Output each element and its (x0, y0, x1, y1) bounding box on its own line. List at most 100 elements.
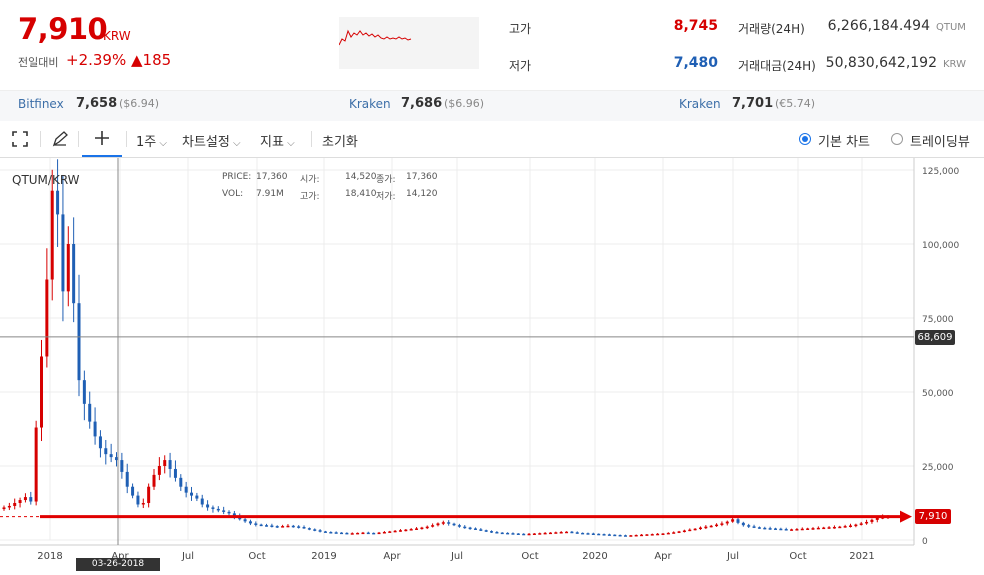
candle-body (602, 534, 606, 536)
chart-settings-label: 차트설정 (182, 135, 230, 150)
crosshair-button[interactable] (82, 121, 122, 157)
candle-body (361, 532, 365, 535)
exchange-name[interactable]: Kraken (679, 97, 721, 111)
candle-body (2, 507, 6, 510)
exchange-name[interactable]: Kraken (349, 97, 391, 111)
candle-body (297, 526, 301, 528)
candle-body (484, 530, 488, 532)
candle-body (656, 533, 660, 536)
candle-body (511, 533, 515, 535)
x-tick-label: Jul (726, 551, 739, 562)
candle-body (822, 527, 826, 530)
price-chart-svg: 125,000 100,000 75,000 50,000 25,000 0 2018 Apr… (0, 158, 959, 562)
candle-body (838, 526, 842, 529)
candle-body (827, 527, 831, 529)
candle-body (104, 448, 108, 455)
chart-grid: 125,000 100,000 75,000 50,000 25,000 0 2018 Apr… (0, 158, 959, 562)
amount-value: 50,830,642,192 (825, 55, 937, 71)
tradingview-radio[interactable] (891, 133, 903, 145)
candle-body (345, 532, 349, 535)
basic-chart-radio[interactable] (799, 133, 811, 145)
candle-body (216, 508, 220, 511)
candle-body (645, 534, 649, 536)
candle-body (875, 517, 879, 520)
candle-body (34, 427, 38, 502)
candle-body (495, 532, 499, 534)
candle-body (704, 526, 708, 529)
candle-body (125, 471, 129, 487)
ohlc-low-value: 14,120 (406, 189, 438, 199)
last-price-tag: 7,910 (915, 509, 951, 524)
pen-icon[interactable] (51, 130, 69, 148)
candle-body (200, 498, 204, 505)
candle-body (473, 528, 477, 530)
x-tick-label: Apr (111, 551, 129, 562)
low-value: 7,480 (673, 55, 718, 71)
toolbar-divider (311, 131, 312, 147)
ohlc-price-label: PRICE: (222, 172, 252, 182)
tradingview-label[interactable]: 트레이딩뷰 (910, 135, 970, 150)
candle-body (206, 504, 210, 508)
toolbar-divider (78, 131, 79, 147)
candle-body (195, 495, 199, 499)
candle-body (136, 495, 140, 505)
change-label: 전일대비 (18, 56, 59, 69)
current-price: 7,910 (18, 12, 108, 46)
candle-body (763, 527, 767, 530)
ohlc-high-label: 고가: (300, 192, 320, 202)
annotation-arrow-head (900, 510, 912, 523)
candle-body (302, 526, 306, 529)
x-tick-label: Jul (181, 551, 194, 562)
amount-unit: KRW (943, 59, 966, 70)
candle-body (313, 529, 317, 531)
candle-body (404, 529, 408, 532)
chevron-down-icon: ⌵ (156, 138, 167, 149)
ohlc-vol-value: 7.91M (256, 189, 284, 199)
volume-label: 거래량(24H) (738, 22, 805, 36)
candle-body (532, 533, 536, 535)
reset-button[interactable]: 초기화 (322, 135, 358, 150)
indicator-menu[interactable]: 지표 ⌵ (260, 131, 295, 150)
candle-body (66, 244, 70, 292)
chevron-down-icon: ⌵ (229, 138, 241, 149)
candle-body (865, 521, 869, 524)
x-tick-label: Oct (521, 551, 538, 562)
candle-body (179, 477, 183, 487)
chevron-down-icon: ⌵ (283, 138, 295, 149)
candle-body (441, 522, 445, 524)
high-label: 고가 (509, 22, 532, 36)
candle-body (40, 356, 44, 428)
ohlc-close-value: 17,360 (406, 172, 438, 182)
amount-label: 거래대금(24H) (738, 59, 816, 73)
candle-body (741, 522, 745, 526)
candle-body (275, 526, 279, 528)
candle-body (98, 436, 102, 449)
fullscreen-icon[interactable] (12, 131, 28, 147)
candle-body (420, 527, 424, 530)
chart-settings-menu[interactable]: 차트설정 ⌵ (182, 131, 241, 150)
candle-body (870, 519, 874, 522)
y-tick-label: 75,000 (922, 315, 954, 325)
candle-body (672, 532, 676, 534)
y-tick-label: 50,000 (922, 389, 954, 399)
candle-body (61, 214, 65, 292)
high-value: 8,745 (673, 18, 718, 34)
candle-body (157, 466, 161, 475)
candle-body (168, 460, 172, 469)
candle-body (682, 530, 686, 533)
price-chart[interactable]: 125,000 100,000 75,000 50,000 25,000 0 2018 Apr… (0, 158, 984, 571)
sparkline-line (338, 29, 412, 46)
y-tick-label: 125,000 (922, 167, 959, 177)
candle-body (163, 460, 167, 466)
candle-body (618, 534, 622, 537)
exchange-name[interactable]: Bitfinex (18, 97, 64, 111)
candle-body (29, 497, 33, 502)
x-tick-label: Apr (654, 551, 672, 562)
period-select[interactable]: 1주 ⌵ (136, 131, 167, 150)
candle-body (816, 527, 820, 530)
candle-body (527, 533, 531, 536)
basic-chart-label[interactable]: 기본 차트 (818, 135, 870, 150)
candle-body (254, 523, 258, 525)
candle-body (677, 531, 681, 533)
x-tick-label: Oct (789, 551, 806, 562)
